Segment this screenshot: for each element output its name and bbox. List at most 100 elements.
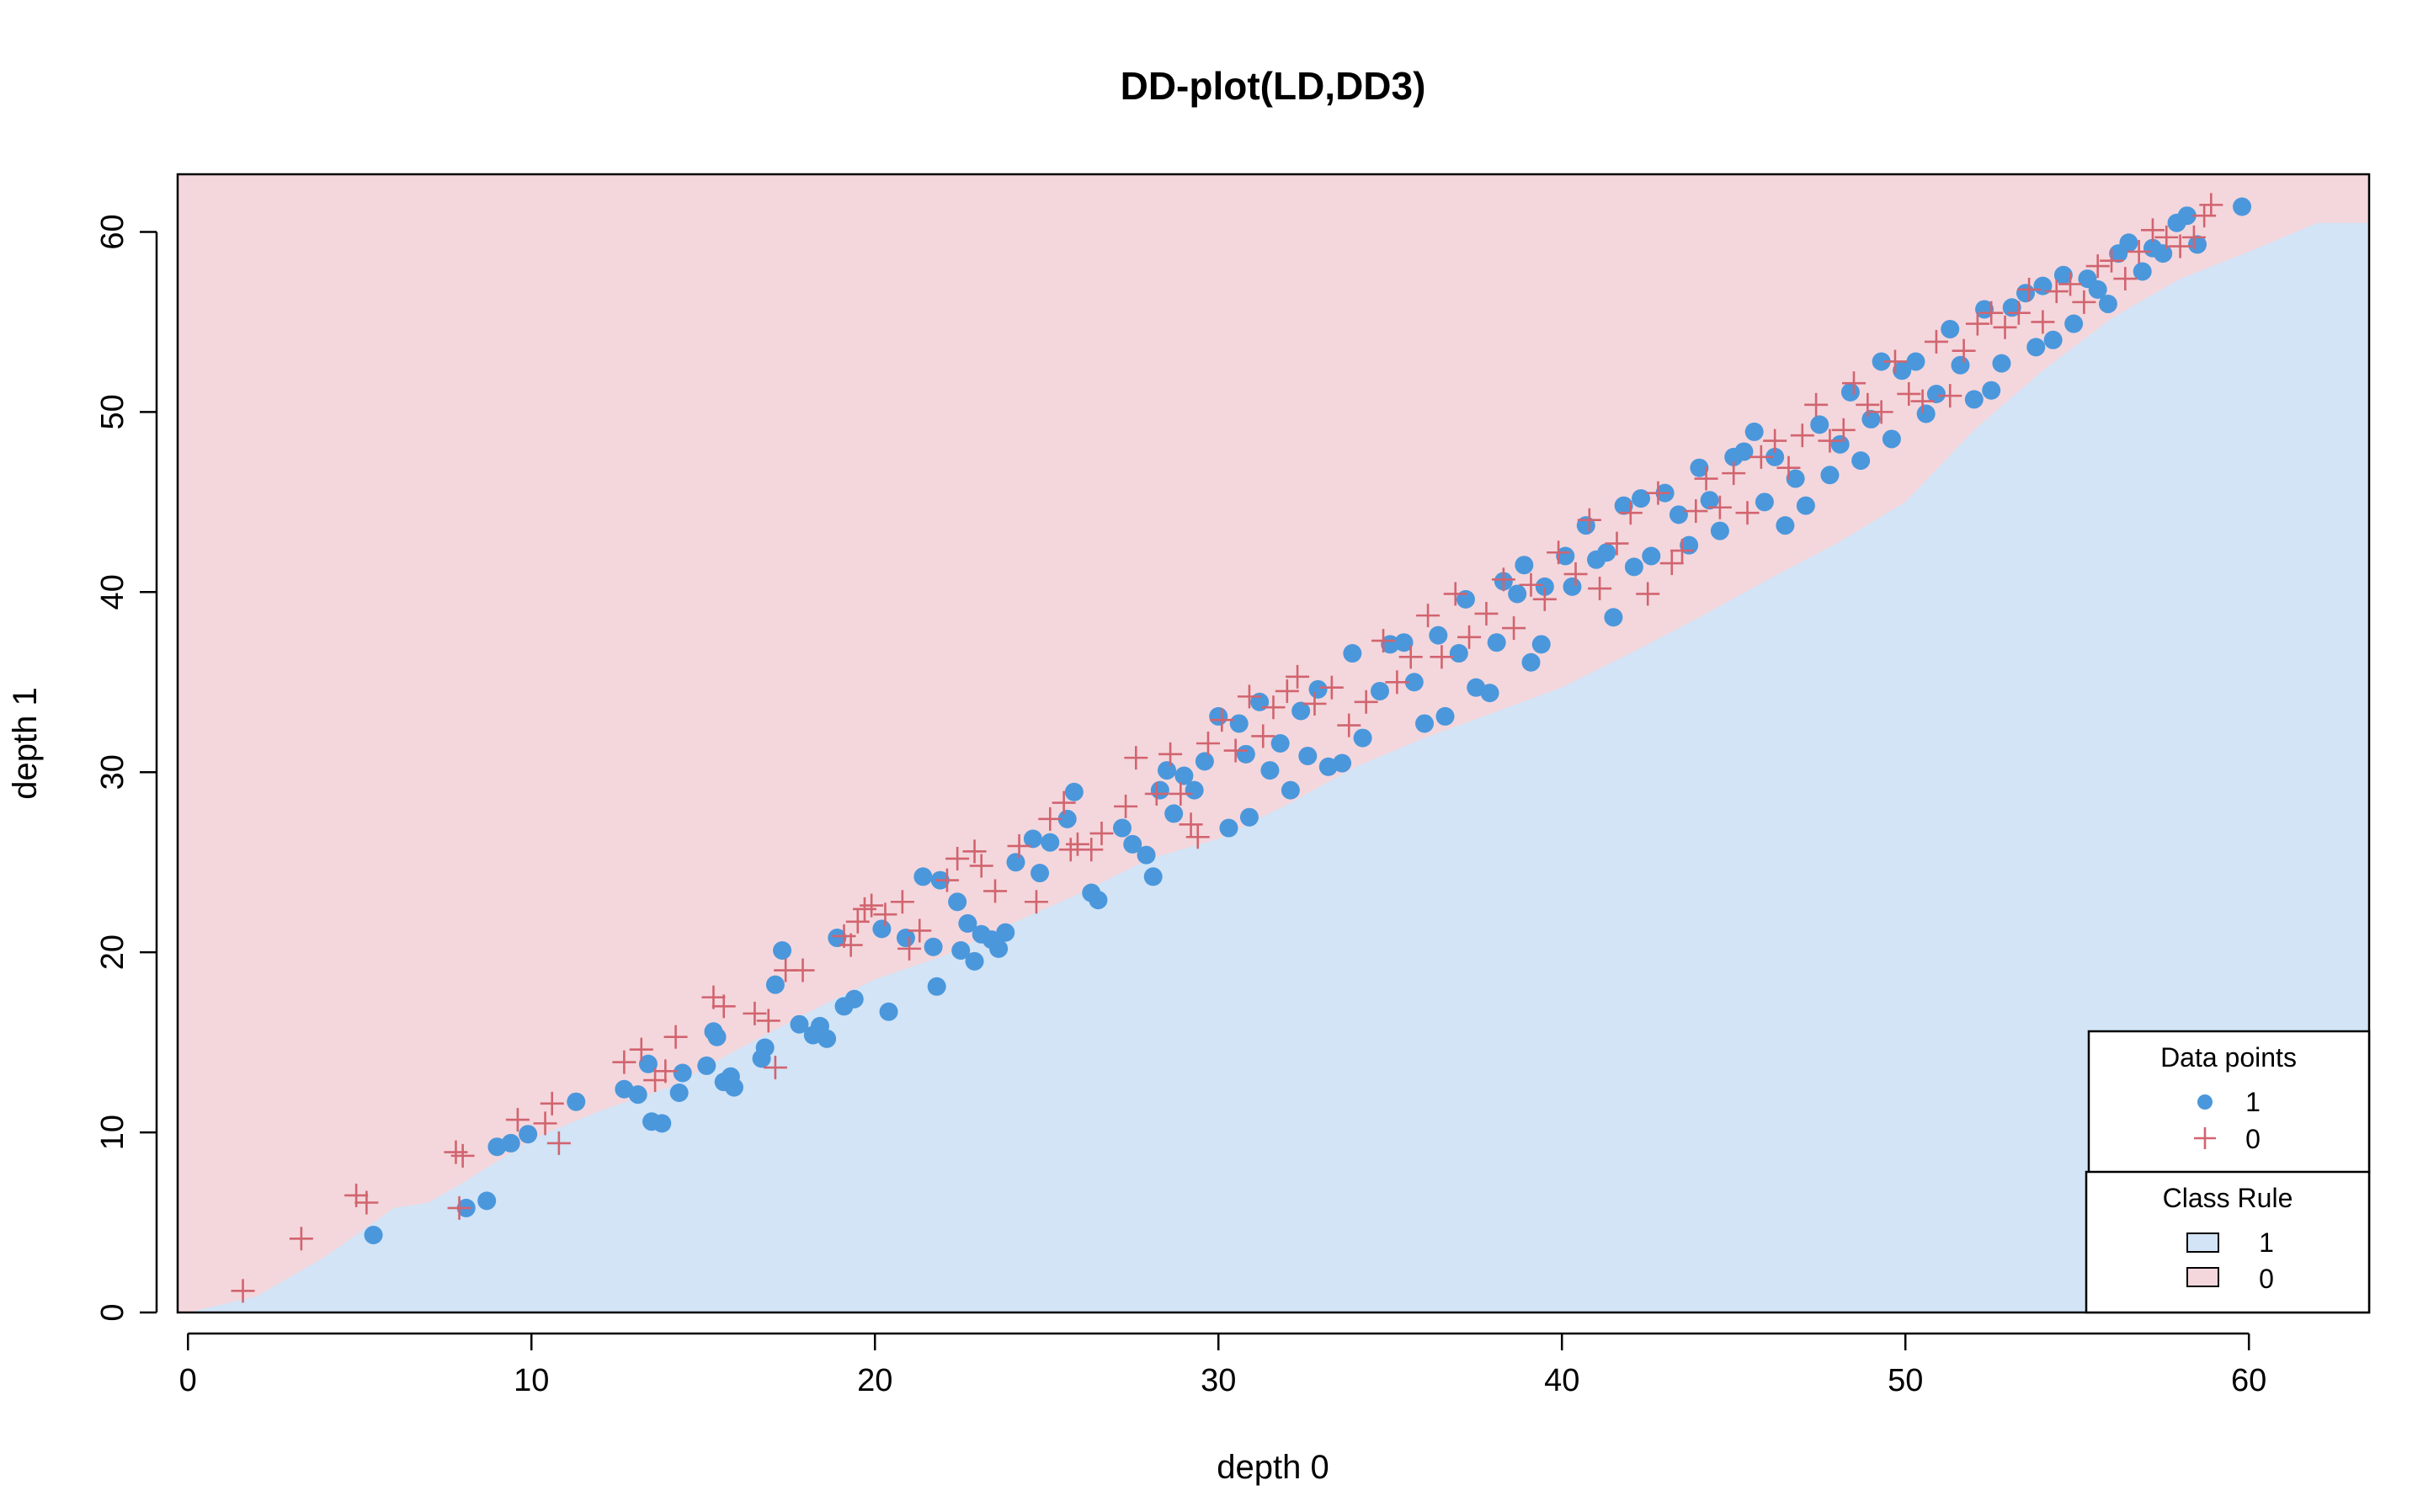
data-point-class-1 — [1404, 673, 1424, 692]
data-point-class-1 — [638, 1054, 658, 1073]
data-point-class-0 — [1707, 495, 1732, 519]
data-point-class-1 — [790, 1014, 809, 1034]
data-point-class-0 — [533, 1111, 557, 1136]
data-point-class-1 — [924, 937, 943, 956]
data-point-class-0 — [1532, 587, 1557, 611]
data-point-class-1 — [755, 1038, 775, 1057]
data-point-class-0 — [711, 994, 736, 1019]
data-point-class-1 — [1776, 516, 1795, 535]
data-point-class-1 — [1487, 633, 1506, 652]
data-point-class-1 — [1209, 706, 1228, 726]
data-point-class-1 — [1604, 608, 1623, 627]
data-point-class-0 — [2181, 225, 2206, 249]
data-point-class-0 — [1286, 664, 1310, 689]
data-point-class-1 — [817, 1029, 837, 1048]
data-point-class-0 — [1261, 695, 1286, 720]
data-point-class-1 — [1195, 752, 1214, 771]
data-point-class-1 — [1123, 834, 1142, 854]
data-point-class-1 — [1992, 354, 2011, 373]
data-point-class-0 — [908, 918, 932, 943]
data-point-class-1 — [1229, 714, 1249, 733]
data-point-class-1 — [1926, 384, 1946, 403]
data-point-class-1 — [1112, 818, 1132, 838]
data-point-class-1 — [1669, 505, 1688, 524]
data-point-class-1 — [765, 975, 785, 994]
data-point-class-1 — [1531, 635, 1551, 654]
data-point-class-0 — [1038, 807, 1062, 831]
data-point-class-0 — [897, 936, 922, 961]
data-point-class-0 — [860, 893, 884, 918]
data-point-class-0 — [1502, 616, 1526, 641]
data-point-class-1 — [1951, 355, 1970, 375]
data-point-class-0 — [2058, 272, 2083, 296]
data-point-class-0 — [1474, 601, 1499, 626]
data-point-class-0 — [2072, 290, 2096, 314]
data-point-class-1 — [2177, 206, 2197, 226]
data-point-class-0 — [1979, 301, 2004, 325]
data-point-class-1 — [1308, 679, 1328, 699]
data-point-class-0 — [839, 933, 863, 957]
data-point-class-0 — [1354, 689, 1378, 714]
data-point-class-0 — [1223, 738, 1248, 763]
plot-frame — [176, 173, 2371, 1314]
data-point-class-0 — [1588, 577, 1612, 601]
data-point-class-1 — [1415, 714, 1435, 733]
data-point-class-1 — [1057, 809, 1077, 828]
data-point-class-1 — [948, 892, 967, 912]
data-point-class-1 — [1260, 761, 1280, 780]
data-point-class-1 — [872, 919, 892, 939]
data-point-class-1 — [1916, 404, 1936, 423]
data-point-class-1 — [669, 1083, 689, 1103]
data-point-class-1 — [879, 1002, 898, 1021]
data-point-class-1 — [1830, 434, 1850, 454]
data-point-class-1 — [1298, 746, 1318, 765]
data-point-class-0 — [1319, 675, 1344, 700]
data-point-class-1 — [1006, 853, 1025, 872]
data-point-class-1 — [2026, 338, 2046, 357]
data-point-class-0 — [546, 1131, 571, 1155]
data-point-class-1 — [1291, 701, 1311, 721]
x-tick-label: 20 — [857, 1363, 892, 1398]
data-point-class-1 — [913, 867, 933, 886]
x-tick-label: 10 — [514, 1363, 549, 1398]
data-point-class-0 — [663, 1025, 688, 1049]
data-point-class-0 — [1636, 582, 1660, 606]
data-point-class-1 — [1840, 382, 1860, 402]
data-point-class-1 — [1861, 409, 1881, 429]
data-point-class-1 — [567, 1092, 586, 1111]
data-point-class-1 — [1174, 766, 1194, 785]
data-point-class-0 — [1776, 455, 1801, 480]
data-point-class-0 — [1694, 466, 1718, 491]
data-point-class-1 — [1820, 466, 1840, 485]
x-tick-label: 60 — [2231, 1363, 2266, 1398]
data-point-class-0 — [1385, 670, 1409, 695]
data-point-class-1 — [958, 913, 977, 933]
data-point-class-0 — [1804, 392, 1829, 417]
data-point-class-0 — [1491, 567, 1515, 592]
data-point-class-1 — [1435, 706, 1455, 726]
data-point-class-1 — [1164, 804, 1184, 823]
y-tick-label: 50 — [95, 394, 130, 429]
data-point-class-1 — [773, 941, 792, 961]
data-point-class-0 — [1185, 825, 1210, 849]
data-point-class-0 — [1079, 838, 1104, 862]
data-point-class-1 — [1239, 807, 1259, 827]
data-point-class-1 — [1429, 626, 1448, 645]
data-point-class-0 — [2044, 280, 2069, 304]
data-point-class-1 — [1333, 753, 1352, 773]
data-point-class-1 — [364, 1226, 383, 1245]
data-point-class-1 — [844, 989, 864, 1009]
data-point-class-0 — [1398, 645, 1423, 669]
data-point-class-0 — [1251, 724, 1275, 748]
data-point-class-0 — [2168, 234, 2192, 258]
data-point-class-1 — [1353, 728, 1372, 748]
legend-data-points: Data points 1 0 — [2087, 1030, 2371, 1174]
y-axis: 0 10 20 30 40 50 60 — [95, 214, 158, 1322]
data-point-class-1 — [1710, 521, 1729, 540]
legend-rule-title: Class Rule — [2163, 1183, 2293, 1213]
x-axis: 0 10 20 30 40 50 60 — [179, 1332, 2266, 1398]
data-point-class-0 — [1882, 349, 1907, 374]
y-tick-label: 30 — [95, 754, 130, 790]
data-point-class-1 — [1786, 469, 1805, 488]
data-point-class-1 — [989, 939, 1009, 958]
